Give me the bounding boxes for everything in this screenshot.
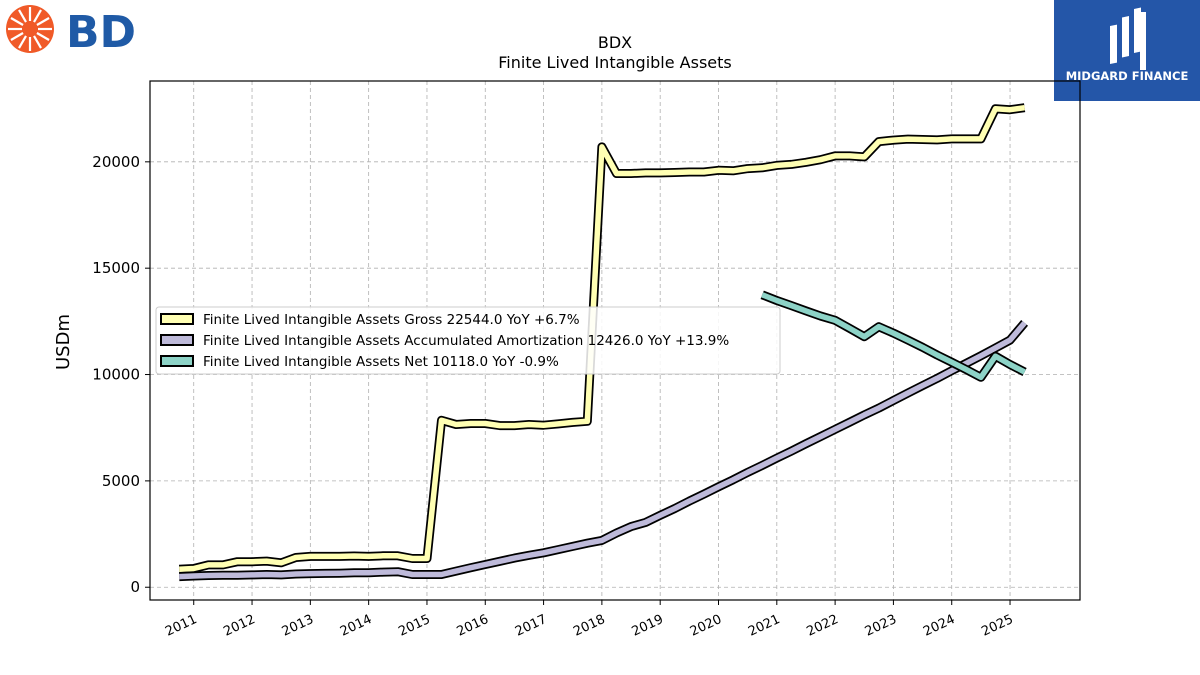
series-2 <box>179 319 1029 582</box>
series-lines <box>178 103 1029 582</box>
bd-burst-center <box>24 23 36 35</box>
bd-burst-icon <box>6 5 54 53</box>
legend-item: Finite Lived Intangible Assets Gross 225… <box>160 312 580 328</box>
legend-label: Finite Lived Intangible Assets Net 10118… <box>203 354 559 370</box>
chart-subtitle: Finite Lived Intangible Assets <box>498 53 731 72</box>
x-tick-label: 2011 <box>163 612 199 640</box>
bd-logo-text: BD <box>66 7 136 58</box>
legend-label: Finite Lived Intangible Assets Accumulat… <box>203 333 729 349</box>
x-tick-label: 2015 <box>396 612 432 640</box>
legend-box <box>155 306 781 375</box>
bd-burst-ray <box>36 17 50 26</box>
legend-item: Finite Lived Intangible Assets Accumulat… <box>160 333 729 349</box>
x-tick-label: 2014 <box>338 612 374 640</box>
series-1 <box>178 103 1026 574</box>
x-tick-label: 2023 <box>863 612 899 640</box>
legend-item: Finite Lived Intangible Assets Net 10118… <box>160 354 559 370</box>
y-tick-label: 10000 <box>92 366 140 384</box>
chart-title: BDX <box>598 33 632 52</box>
x-tick-label: 2020 <box>688 612 724 640</box>
bd-burst-ray <box>18 35 27 49</box>
bd-burst-ray <box>18 9 27 23</box>
series-line <box>761 292 1026 381</box>
bd-burst-ray <box>33 9 42 23</box>
y-axis-ticks: 0 5000 10000 15000 20000 <box>92 153 150 596</box>
bd-burst-ray <box>10 32 24 41</box>
midgard-logo-text: MIDGARD FINANCE <box>1066 69 1189 83</box>
x-tick-label: 2022 <box>804 612 840 640</box>
bd-burst-ray <box>36 32 50 41</box>
series-line <box>179 321 1027 580</box>
x-tick-label: 2013 <box>280 612 316 640</box>
legend-swatch <box>160 355 194 367</box>
x-axis-ticks: 2011 2012 2013 2014 2015 2016 2017 2018 2019 2020… <box>163 600 1016 640</box>
series-3 <box>760 290 1027 382</box>
plot-frame <box>149 80 1081 601</box>
bd-burst-ray <box>33 35 42 49</box>
y-tick-label: 5000 <box>102 472 140 490</box>
legend-swatch <box>160 313 194 325</box>
midgard-emblem-icon <box>1110 7 1146 70</box>
y-tick-label: 0 <box>130 578 140 596</box>
bd-logo: BD <box>6 5 136 58</box>
y-tick-label: 15000 <box>92 259 140 277</box>
x-tick-label: 2016 <box>455 612 491 640</box>
x-tick-label: 2012 <box>221 612 257 640</box>
y-tick-label: 20000 <box>92 153 140 171</box>
midgard-finance-logo: MIDGARD FINANCE <box>1054 0 1200 101</box>
series-line <box>179 104 1025 572</box>
x-tick-label: 2021 <box>746 612 782 640</box>
y-axis-label: USDm <box>53 314 74 370</box>
x-tick-label: 2024 <box>921 612 957 640</box>
x-tick-label: 2017 <box>513 612 549 640</box>
legend-swatch <box>160 334 194 346</box>
legend: Finite Lived Intangible Assets Gross 225… <box>155 306 781 375</box>
bd-burst-ray <box>10 17 24 26</box>
x-tick-label: 2019 <box>630 612 666 640</box>
x-tick-label: 2025 <box>979 612 1015 640</box>
x-tick-label: 2018 <box>571 612 607 640</box>
legend-label: Finite Lived Intangible Assets Gross 225… <box>203 312 580 328</box>
